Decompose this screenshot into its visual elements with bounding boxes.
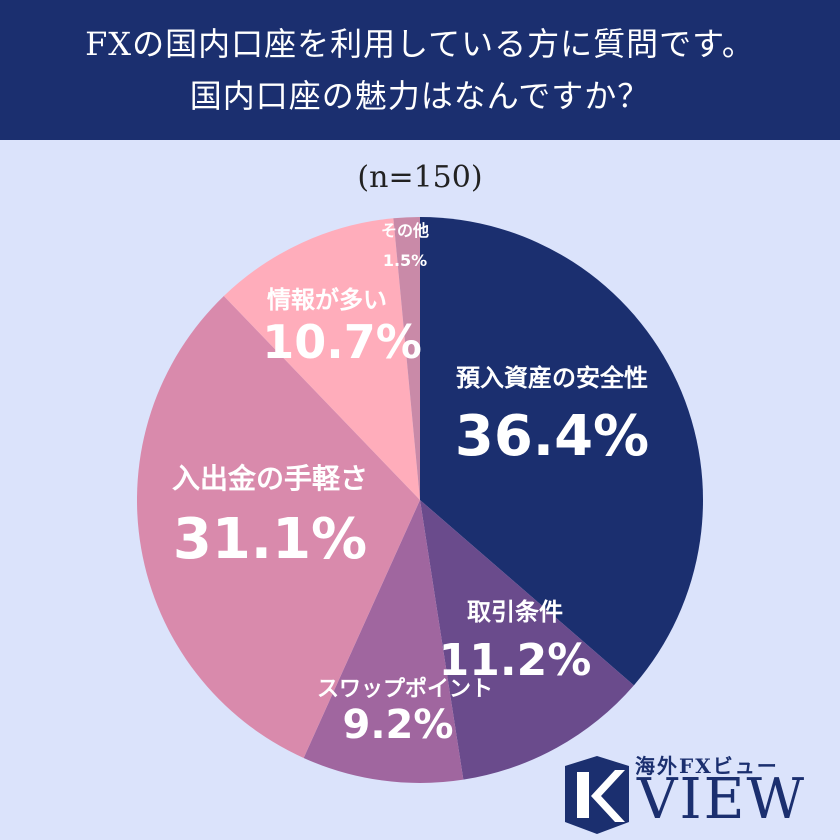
- pie-slice: [420, 500, 634, 780]
- slice-category-label: 取引条件: [467, 598, 563, 626]
- header-banner: FXの国内口座を利用している方に質問です。 国内口座の魅力はなんですか？: [0, 0, 840, 140]
- pie-slice: [420, 217, 704, 686]
- slice-category-label: 入出金の手軽さ: [172, 462, 368, 495]
- chart-title-line-2: 国内口座の魅力はなんですか？: [189, 77, 651, 115]
- slice-value-label: 1.5%: [383, 251, 427, 270]
- pie-slice: [303, 500, 464, 784]
- slice-category-label: 預入資産の安全性: [456, 364, 648, 392]
- brand-name-view: VIEW: [637, 767, 806, 832]
- sample-size-label: (n=150): [357, 160, 483, 195]
- slice-category-label: スワップポイント: [317, 676, 493, 702]
- slice-value-label: 9.2%: [343, 702, 454, 748]
- slice-value-label: 10.7%: [262, 315, 422, 369]
- pie-slice: [223, 218, 420, 500]
- view-emblem-icon: [565, 756, 629, 834]
- chart-title-line-1: FXの国内口座を利用している方に質問です。: [85, 25, 755, 63]
- brand-logo: 海外FXビュー VIEW: [555, 748, 825, 838]
- slice-category-label: その他: [381, 221, 429, 240]
- slice-value-label: 31.1%: [173, 507, 367, 572]
- pie-slice: [136, 296, 421, 758]
- slice-value-label: 11.2%: [439, 635, 592, 686]
- brand-name-japanese: 海外FXビュー: [635, 754, 779, 778]
- pie-slice: [393, 216, 420, 500]
- slice-category-label: 情報が多い: [267, 286, 387, 314]
- slice-value-label: 36.4%: [455, 404, 649, 469]
